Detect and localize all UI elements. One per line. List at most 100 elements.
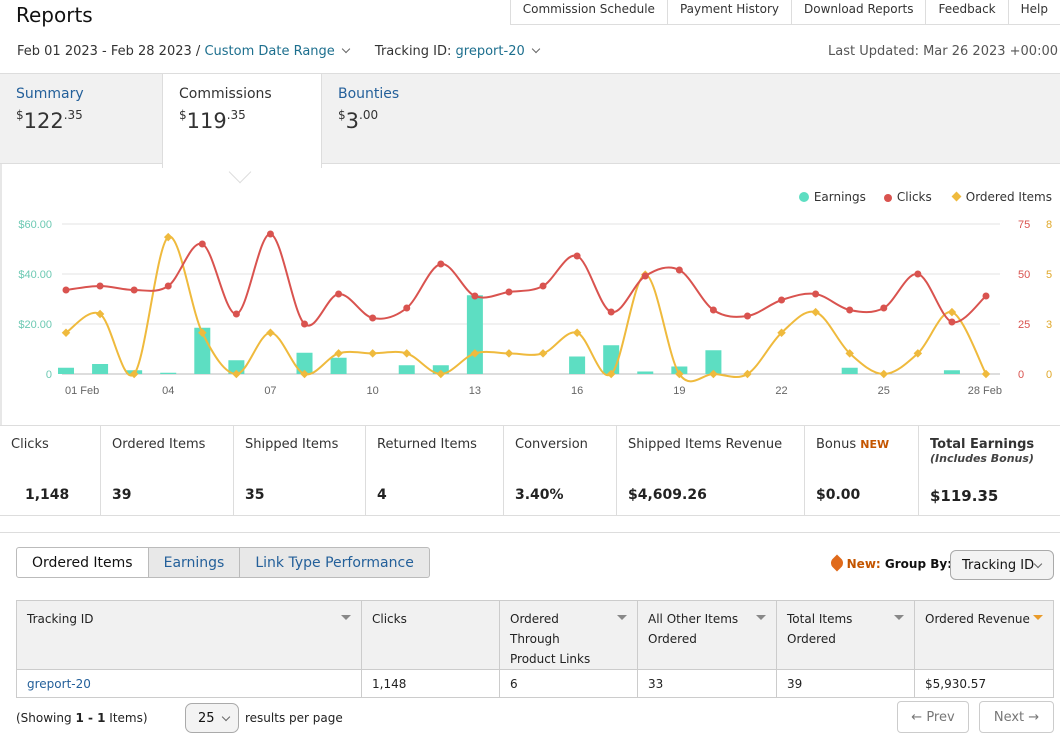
nav-help[interactable]: Help bbox=[1007, 0, 1060, 24]
clicks-point bbox=[607, 308, 615, 316]
stat-conversion: Conversion 3.40% bbox=[504, 426, 617, 515]
top-nav: Commission Schedule Payment History Down… bbox=[509, 0, 1060, 25]
ordered-items-point bbox=[402, 349, 411, 358]
left-tick-label: $20.00 bbox=[18, 319, 52, 331]
x-tick-label: 19 bbox=[673, 385, 685, 397]
nav-payment-history[interactable]: Payment History bbox=[666, 0, 791, 24]
ordered-items-point bbox=[198, 328, 207, 337]
col-ordered-revenue[interactable]: Ordered Revenue bbox=[914, 600, 1054, 670]
chevron-down-icon bbox=[341, 44, 351, 54]
clicks-point bbox=[335, 290, 343, 298]
clicks-point bbox=[232, 310, 240, 318]
earnings-bar bbox=[160, 372, 177, 374]
page-title: Reports bbox=[16, 3, 93, 27]
clicks-point bbox=[505, 288, 513, 296]
stat-bonus-value: $0.00 bbox=[816, 487, 861, 503]
col-ordered-through-links[interactable]: Ordered Through Product Links bbox=[499, 600, 638, 670]
x-tick-label: 13 bbox=[469, 385, 481, 397]
per-page-label: results per page bbox=[245, 711, 343, 725]
clicks-point bbox=[982, 292, 990, 300]
tab-bounties[interactable]: Bounties $3.00 bbox=[322, 74, 482, 166]
col-tracking-id[interactable]: Tracking ID bbox=[16, 600, 362, 670]
legend-earnings-marker bbox=[798, 192, 809, 202]
earnings-bar bbox=[637, 371, 654, 374]
left-tick-label: $40.00 bbox=[18, 269, 52, 281]
col-total-items[interactable]: Total Items Ordered bbox=[776, 600, 915, 670]
ordered-items-point bbox=[368, 349, 377, 358]
col-all-other-items[interactable]: All Other Items Ordered bbox=[637, 600, 777, 670]
ordered-items-point bbox=[232, 369, 241, 379]
table-header-row: Tracking ID Clicks Ordered Through Produ… bbox=[16, 600, 1054, 670]
clicks-point bbox=[812, 290, 820, 298]
ordered-items-point bbox=[538, 349, 548, 358]
sort-desc-icon bbox=[1033, 615, 1043, 620]
tab-commissions[interactable]: Commissions $119.35 bbox=[162, 74, 322, 168]
stat-total-earnings-sub: (Includes Bonus) bbox=[930, 452, 1034, 465]
tab-summary[interactable]: Summary $122.35 bbox=[0, 74, 162, 166]
legend-ordered-items-marker bbox=[951, 191, 962, 202]
per-page-select[interactable]: 25 bbox=[185, 703, 239, 733]
stats-row: Clicks 1,148 Ordered Items 39 Shipped Item… bbox=[0, 425, 1060, 516]
stat-ordered-items-label: Ordered Items bbox=[112, 437, 206, 452]
new-badge: NEW bbox=[860, 438, 890, 451]
cell-all-other: 33 bbox=[637, 669, 777, 698]
nav-feedback[interactable]: Feedback bbox=[925, 0, 1007, 24]
earnings-bar bbox=[228, 360, 245, 374]
tracking-id-label: Tracking ID: bbox=[374, 44, 452, 59]
ordered-items-point bbox=[709, 369, 718, 379]
tab-commissions-label: Commissions bbox=[179, 86, 272, 102]
stat-bonus-label: Bonus bbox=[816, 437, 857, 452]
prev-button[interactable]: ← Prev bbox=[897, 701, 969, 733]
group-by-label: Group By: bbox=[884, 557, 952, 571]
custom-date-range-label: Custom Date Range bbox=[204, 44, 335, 59]
earnings-bar bbox=[466, 295, 483, 374]
nav-download-reports[interactable]: Download Reports bbox=[790, 0, 926, 24]
cell-total-items: 39 bbox=[776, 669, 915, 698]
sort-icon bbox=[756, 615, 766, 620]
stat-bonus: Bonus NEW $0.00 bbox=[805, 426, 919, 515]
ordered-items-point bbox=[572, 328, 582, 337]
ordered-items-point bbox=[61, 328, 71, 337]
left-tick-label: 0 bbox=[46, 369, 52, 381]
group-by: New: Group By: bbox=[828, 554, 952, 572]
clicks-point bbox=[130, 286, 138, 294]
stat-bonus-label-row: Bonus NEW bbox=[816, 437, 918, 452]
clicks-point bbox=[778, 296, 786, 304]
stat-shipped-revenue-value: $4,609.26 bbox=[628, 487, 707, 503]
clicks-point bbox=[675, 266, 683, 274]
nav-commission-schedule[interactable]: Commission Schedule bbox=[509, 0, 667, 24]
report-tabs: Ordered Items Earnings Link Type Perform… bbox=[16, 547, 430, 578]
x-tick-label: 10 bbox=[367, 385, 379, 397]
table-row: greport-20 1,148 6 33 39 $5,930.57 bbox=[16, 669, 1054, 698]
earnings-bar bbox=[569, 356, 586, 374]
tab-link-type-performance[interactable]: Link Type Performance bbox=[240, 547, 430, 578]
sort-icon bbox=[617, 615, 627, 620]
sort-icon bbox=[341, 615, 351, 620]
right-tick-label-items: 8 bbox=[1046, 219, 1052, 231]
clicks-point bbox=[709, 306, 717, 314]
earnings-bar bbox=[398, 365, 415, 374]
tracking-id-dropdown[interactable]: greport-20 bbox=[456, 44, 540, 59]
x-tick-label: 22 bbox=[775, 385, 787, 397]
clicks-point bbox=[846, 306, 854, 314]
cell-tracking-id[interactable]: greport-20 bbox=[16, 669, 362, 698]
legend-ordered-items[interactable]: Ordered Items bbox=[950, 190, 1052, 204]
ordered-items-point bbox=[743, 369, 752, 379]
group-by-select[interactable]: Tracking ID bbox=[950, 550, 1054, 580]
tab-earnings[interactable]: Earnings bbox=[148, 547, 241, 578]
stat-conversion-label: Conversion bbox=[515, 437, 588, 452]
x-tick-label: 25 bbox=[878, 385, 890, 397]
right-tick-label-clicks: 25 bbox=[1018, 319, 1030, 331]
custom-date-range-dropdown[interactable]: Custom Date Range bbox=[204, 44, 351, 59]
next-button[interactable]: Next → bbox=[979, 701, 1054, 733]
col-clicks[interactable]: Clicks bbox=[361, 600, 500, 670]
tab-ordered-items[interactable]: Ordered Items bbox=[16, 547, 149, 578]
legend-earnings[interactable]: Earnings bbox=[798, 190, 866, 204]
filter-row: Feb 01 2023 - Feb 28 2023 / Custom Date … bbox=[17, 44, 540, 59]
legend-clicks[interactable]: Clicks bbox=[883, 190, 932, 204]
chevron-down-icon bbox=[1033, 559, 1043, 569]
clicks-point bbox=[266, 230, 274, 238]
cell-clicks: 1,148 bbox=[361, 669, 500, 698]
ordered-items-point bbox=[504, 349, 514, 358]
tab-bounties-label: Bounties bbox=[338, 86, 400, 102]
